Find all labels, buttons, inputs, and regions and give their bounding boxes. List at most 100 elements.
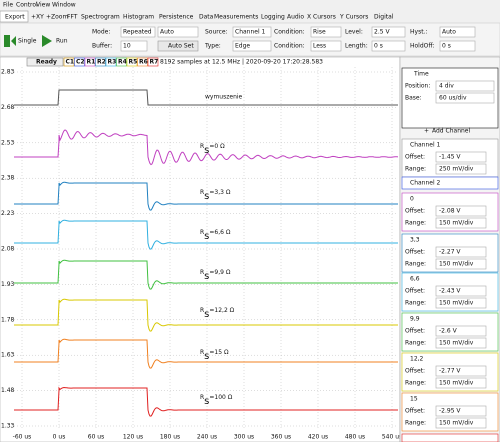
dropdown[interactable] (157, 26, 199, 38)
acquisition-info: 8192 samples at 12.5 MHz | 2020-09-20 17… (160, 59, 323, 66)
dropdown[interactable] (310, 40, 342, 52)
menu-item[interactable]: File (3, 2, 13, 9)
field-value: -1.45 V (439, 154, 461, 161)
dropdown[interactable] (371, 26, 406, 38)
y-tick-label: 1.63 (1, 352, 15, 359)
channel-toggle[interactable] (105, 57, 117, 67)
waveform (14, 129, 399, 166)
label-sub: s (204, 145, 209, 156)
tab[interactable]: Audio (287, 14, 304, 21)
field-label: Offset: (405, 328, 425, 335)
field-label: Level: (345, 29, 363, 36)
tab[interactable]: Digital (374, 14, 394, 21)
field-label: Range: (405, 261, 426, 268)
field-value: 60 us/div (439, 95, 467, 102)
field[interactable] (435, 80, 495, 92)
dropdown[interactable] (371, 40, 406, 52)
menu-item[interactable]: Window (52, 2, 76, 9)
dropdown[interactable] (120, 26, 156, 38)
field[interactable] (435, 217, 487, 229)
menu-item[interactable]: Control (16, 2, 38, 9)
field[interactable] (435, 258, 487, 270)
run-button[interactable]: Run (56, 38, 68, 45)
field[interactable] (435, 377, 487, 389)
channel-toggle[interactable] (147, 57, 159, 67)
dropdown[interactable] (310, 26, 342, 38)
label-rest: =100 Ω (209, 394, 232, 401)
dropdown[interactable] (120, 40, 148, 52)
tab[interactable]: Logging (261, 14, 285, 21)
tab[interactable]: Measurements (214, 14, 258, 21)
dropdown[interactable] (439, 26, 476, 38)
waveform (14, 386, 398, 417)
waveform (14, 89, 398, 106)
x-tick-label: 120 us (123, 434, 143, 441)
field-label: Offset: (405, 408, 425, 415)
channel-box (401, 176, 499, 190)
x-tick-label: 60 us (88, 434, 104, 441)
field[interactable] (435, 337, 487, 349)
label-rest: =12,2 Ω (209, 307, 234, 314)
autoset-label: Auto Set (168, 43, 194, 50)
channel-toggle-label: R5 (129, 59, 138, 66)
label-sub: s (204, 351, 209, 362)
y-tick-label: 2.23 (1, 210, 15, 217)
trace-label: Rs=6,6 Ω (200, 229, 231, 243)
channel-toggle[interactable] (95, 57, 106, 67)
field[interactable] (435, 151, 487, 163)
menu-item[interactable]: View (36, 2, 50, 9)
field-value: 250 mV/div (439, 166, 474, 173)
field[interactable] (435, 365, 487, 377)
autoset-button[interactable] (157, 40, 199, 52)
field[interactable] (435, 92, 495, 104)
channel-toggle[interactable] (84, 57, 96, 67)
field-label: Type: (204, 43, 221, 50)
tab[interactable]: Persistence (159, 14, 194, 21)
status: Ready (36, 59, 57, 66)
dropdown[interactable] (439, 40, 476, 52)
tab[interactable]: +Zoom (46, 14, 68, 21)
field[interactable] (435, 417, 487, 429)
channel-toggle-label: R3 (108, 59, 117, 66)
tab[interactable]: Export (5, 14, 25, 21)
field[interactable] (435, 285, 487, 297)
tab[interactable]: X Cursors (307, 14, 336, 21)
single-button[interactable]: Single (18, 38, 37, 45)
field[interactable] (435, 405, 487, 417)
trace-label: Rs=9,9 Ω (200, 269, 231, 283)
field-value: 150 mV/div (439, 300, 474, 307)
field[interactable] (435, 163, 487, 175)
field-value: Repeated (123, 29, 152, 36)
field-label: Position: (405, 83, 430, 90)
field[interactable] (435, 325, 487, 337)
add-channel-button[interactable]: Add Channel (432, 128, 470, 135)
x-tick-label: 300 us (234, 434, 254, 441)
tab[interactable]: Histogram (123, 14, 154, 21)
single-icon (4, 35, 16, 47)
label-main: R (200, 307, 204, 314)
field[interactable] (435, 205, 487, 217)
trace-label: Rs=12,2 Ω (200, 307, 235, 321)
add-icon: + (424, 128, 429, 135)
channel-toggle[interactable] (137, 57, 148, 67)
channel-toggle[interactable] (126, 57, 138, 67)
trace-label: wymuszenie (205, 94, 243, 101)
channel-toggle[interactable] (74, 57, 85, 67)
channel-toggle[interactable] (116, 57, 127, 67)
field[interactable] (435, 297, 487, 309)
field-label: Range: (405, 300, 426, 307)
dropdown[interactable] (232, 40, 272, 52)
channel-toggle[interactable] (63, 57, 75, 67)
tab[interactable]: FFT (67, 14, 78, 21)
tab[interactable]: Data (199, 14, 214, 21)
channel-name: 15 (410, 396, 418, 403)
channel-toggle-label: R2 (97, 59, 106, 66)
waveform (14, 338, 398, 369)
tab[interactable]: Spectrogram (81, 14, 120, 21)
field-value: 0 s (442, 43, 451, 50)
field[interactable] (435, 246, 487, 258)
active-tab (0, 10, 29, 23)
tab[interactable]: Y Cursors (339, 14, 368, 21)
dropdown[interactable] (232, 26, 272, 38)
tab[interactable]: +XY (31, 14, 44, 21)
